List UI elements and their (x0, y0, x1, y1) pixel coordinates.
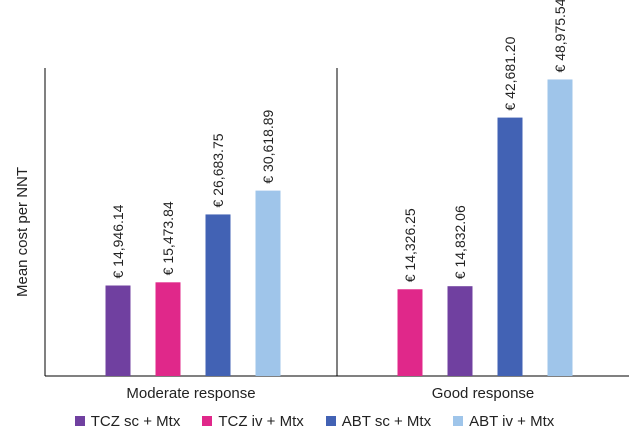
legend-label: TCZ iv + Mtx (218, 412, 304, 430)
bar (547, 79, 573, 376)
legend-swatch (325, 416, 336, 426)
bar-chart: € 14,946.14 € 15,473.84 € 26,683.75 € 30,61… (14, 0, 629, 402)
bar (105, 285, 131, 376)
data-label: € 15,473.84 (160, 201, 176, 275)
legend-swatch (202, 416, 213, 426)
bar (447, 286, 473, 376)
legend: TCZ sc + Mtx TCZ iv + Mtx ABT sc + Mtx ABT … (0, 411, 629, 431)
legend-label: ABT sc + Mtx (341, 412, 432, 430)
legend-swatch (74, 416, 85, 426)
data-label: € 30,618.89 (260, 109, 276, 183)
legend-item: TCZ iv + Mtx (202, 412, 304, 430)
data-label: € 48,975.54 (552, 0, 568, 72)
bar (205, 214, 231, 376)
legend-swatch (453, 416, 464, 426)
data-label: € 14,946.14 (110, 204, 126, 278)
bar (155, 282, 181, 376)
bar (497, 117, 523, 377)
legend-item: ABT sc + Mtx (325, 412, 432, 430)
data-label: € 14,326.25 (402, 208, 418, 282)
data-label: € 26,683.75 (210, 133, 226, 207)
legend-label: ABT iv + Mtx (469, 412, 555, 430)
legend-label: TCZ sc + Mtx (90, 412, 181, 430)
category-label: Moderate response (126, 385, 255, 402)
data-label: € 14,832.06 (452, 205, 468, 279)
data-label: € 42,681.20 (502, 36, 518, 110)
bar (397, 289, 423, 376)
bar (255, 190, 281, 376)
category-label: Good response (432, 385, 535, 402)
y-axis-label: Mean cost per NNT (14, 167, 31, 297)
legend-item: TCZ sc + Mtx (74, 412, 181, 430)
legend-item: ABT iv + Mtx (453, 413, 554, 430)
